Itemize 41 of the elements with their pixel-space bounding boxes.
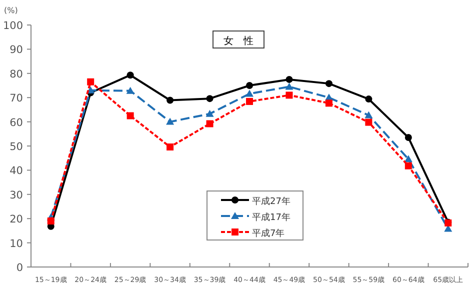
y-tick-label: 30 <box>10 189 23 202</box>
y-tick-label: 10 <box>10 238 23 250</box>
point <box>166 143 174 150</box>
point <box>47 218 54 225</box>
y-tick-label: 50 <box>10 141 23 153</box>
y-tick-label: 40 <box>10 165 23 178</box>
point <box>404 155 412 162</box>
point <box>286 76 293 83</box>
point <box>87 78 94 86</box>
point <box>325 80 332 88</box>
point <box>206 95 214 102</box>
y-tick-label: 100 <box>2 20 23 32</box>
point <box>126 86 134 94</box>
point <box>126 112 134 120</box>
point <box>404 162 412 170</box>
point <box>246 82 253 89</box>
point <box>206 110 214 117</box>
y-tick-label: 80 <box>10 68 23 80</box>
y-tick-label: 0 <box>16 262 23 274</box>
y-tick-label: 70 <box>10 92 23 105</box>
point <box>126 72 134 79</box>
point <box>404 134 412 142</box>
text: 女 性 <box>224 35 254 47</box>
y-axis-title: (%) <box>4 6 18 15</box>
point <box>285 82 294 90</box>
point <box>206 120 214 128</box>
point <box>364 111 373 118</box>
point <box>166 96 174 104</box>
point <box>286 92 293 99</box>
y-tick-label: 20 <box>10 214 23 226</box>
point <box>365 118 372 126</box>
y-tick-label: 90 <box>10 44 23 56</box>
legend-label: 平成17年 <box>252 212 290 223</box>
legend-label: 平成27年 <box>252 196 290 207</box>
point <box>325 100 332 107</box>
legend-label: 平成7年 <box>252 228 285 239</box>
point <box>246 98 253 105</box>
point <box>246 90 254 97</box>
point <box>166 118 174 125</box>
point <box>365 96 372 103</box>
y-tick-label: 60 <box>10 116 23 129</box>
